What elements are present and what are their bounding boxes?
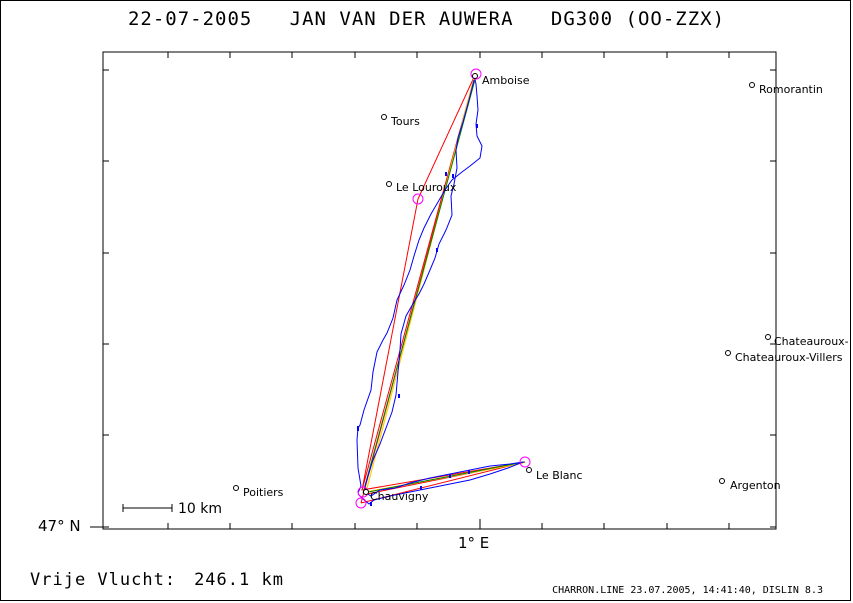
pilot-name: JAN VAN DER AUWERA: [289, 8, 514, 30]
city-label-argenton: Argenton: [730, 479, 781, 492]
city-label-le-blanc: Le Blanc: [536, 469, 583, 482]
city-label-poitiers: Poitiers: [243, 486, 284, 499]
distance-value: 246.1 km: [194, 570, 284, 590]
lon-ticks-bottom: [167, 519, 730, 529]
lat-ticks-left: [103, 69, 109, 528]
city-label-chateauroux-villers: Chateauroux-Villers: [735, 351, 843, 364]
turnpoint-markers: [355, 68, 531, 509]
distance-label: Vrije Vlucht:: [30, 570, 177, 590]
scale-bar-label: 10 km: [178, 501, 222, 517]
lat-axis-label: 47° N: [38, 517, 81, 535]
turnpoint-le-blanc: [519, 456, 531, 468]
flight-track: [356, 74, 524, 505]
turnpoint-chauvigny-b: [355, 497, 367, 509]
flight-date: 22-07-2005: [127, 8, 253, 30]
city-label-amboise: Amboise: [482, 74, 530, 87]
scale-bar: [122, 504, 173, 512]
track-markers: [357, 124, 478, 506]
city-label-chauvigny: Chauvigny: [370, 490, 429, 503]
city-label-chateauroux: Chateauroux-: [774, 335, 849, 348]
turnpoint-le-louroux: [412, 193, 424, 205]
flight-title: 22-07-2005 JAN VAN DER AUWERA DG300 (OO-…: [0, 8, 853, 30]
task-lines: [360, 74, 526, 504]
city-markers: [233, 73, 771, 495]
map-area: [102, 51, 777, 530]
city-label-tours: Tours: [390, 115, 420, 128]
lon-axis-label: 1° E: [458, 534, 489, 552]
turnpoint-amboise: [470, 68, 482, 80]
leg-lines: [365, 77, 524, 493]
flight-distance: Vrije Vlucht: 246.1 km: [30, 570, 284, 590]
optimized-lines: [362, 75, 525, 494]
city-label-romorantin: Romorantin: [759, 83, 823, 96]
lon-ticks-top: [167, 52, 730, 58]
city-label-le-louroux: Le Louroux: [396, 181, 457, 194]
footer-info: CHARRON.LINE 23.07.2005, 14:41:40, DISLI…: [552, 585, 823, 596]
glider-type: DG300 (OO-ZZX): [550, 8, 726, 30]
lat-ticks-right: [770, 69, 776, 528]
